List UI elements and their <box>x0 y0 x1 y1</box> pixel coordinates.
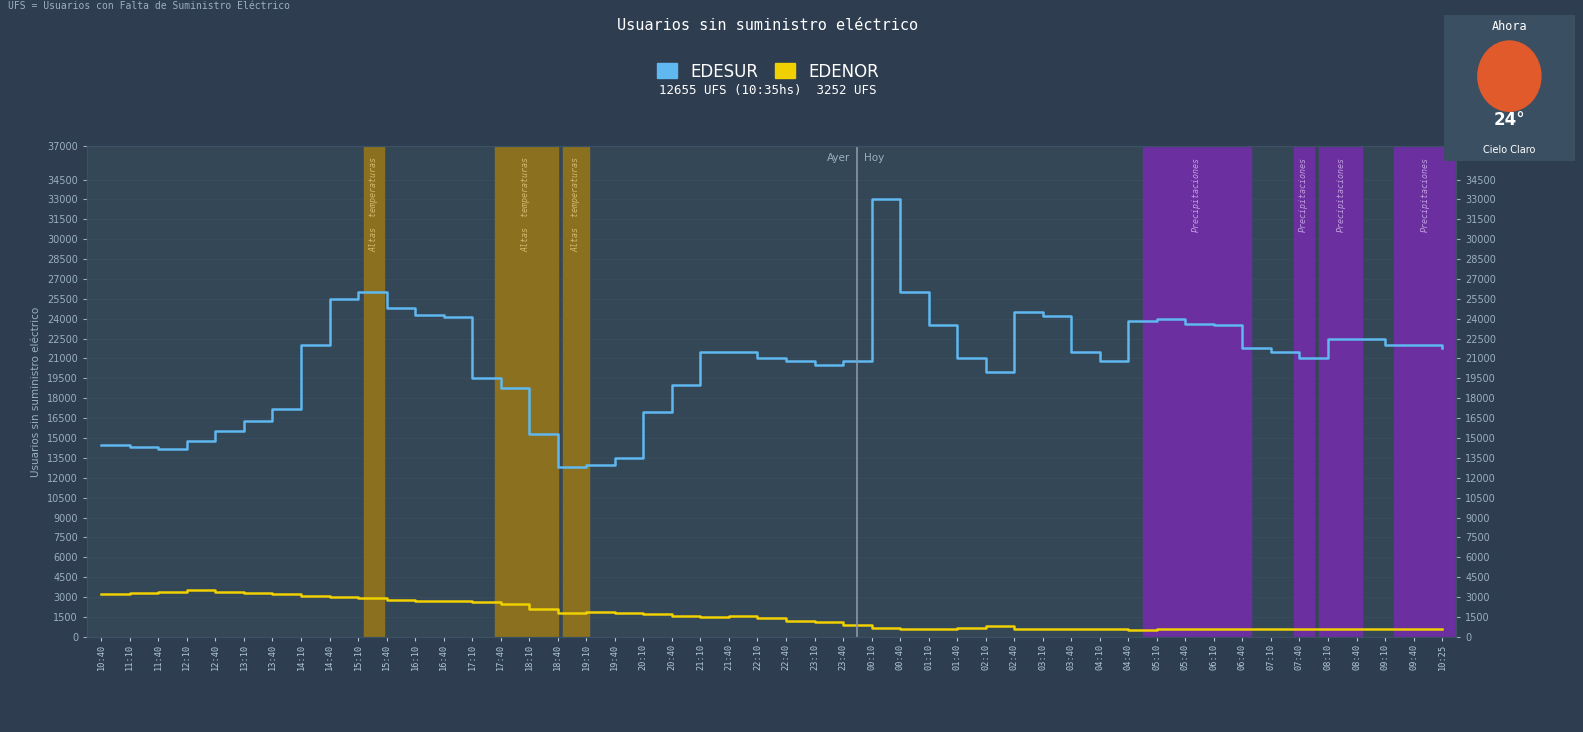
Text: Ayer: Ayer <box>826 153 850 163</box>
Text: Altas  temperaturas: Altas temperaturas <box>369 157 378 252</box>
Bar <box>364 146 383 637</box>
Legend: EDESUR, EDENOR: EDESUR, EDENOR <box>651 56 885 87</box>
Bar <box>1293 146 1314 637</box>
Bar <box>564 146 589 637</box>
Text: Hoy: Hoy <box>864 153 885 163</box>
Y-axis label: Usuarios sin suministro eléctrico: Usuarios sin suministro eléctrico <box>32 307 41 477</box>
Circle shape <box>1479 41 1540 111</box>
Text: Ahora: Ahora <box>1491 20 1528 34</box>
Text: Precipitaciones: Precipitaciones <box>1336 157 1346 232</box>
Text: Precipitaciones: Precipitaciones <box>1420 157 1429 232</box>
Bar <box>1143 146 1251 637</box>
Text: Altas  temperaturas: Altas temperaturas <box>522 157 530 252</box>
Text: 12655 UFS (10:35hs)  3252 UFS: 12655 UFS (10:35hs) 3252 UFS <box>659 84 877 97</box>
Bar <box>1393 146 1456 637</box>
Text: UFS = Usuarios con Falta de Suministro Eléctrico: UFS = Usuarios con Falta de Suministro E… <box>8 1 290 12</box>
Text: Precipitaciones: Precipitaciones <box>1192 157 1201 232</box>
Text: Usuarios sin suministro eléctrico: Usuarios sin suministro eléctrico <box>617 18 918 33</box>
Text: Precipitaciones: Precipitaciones <box>1300 157 1308 232</box>
Text: 24°: 24° <box>1494 111 1524 129</box>
Bar <box>1319 146 1363 637</box>
Text: Cielo Claro: Cielo Claro <box>1483 145 1536 155</box>
Text: Altas  temperaturas: Altas temperaturas <box>571 157 581 252</box>
Bar <box>495 146 557 637</box>
